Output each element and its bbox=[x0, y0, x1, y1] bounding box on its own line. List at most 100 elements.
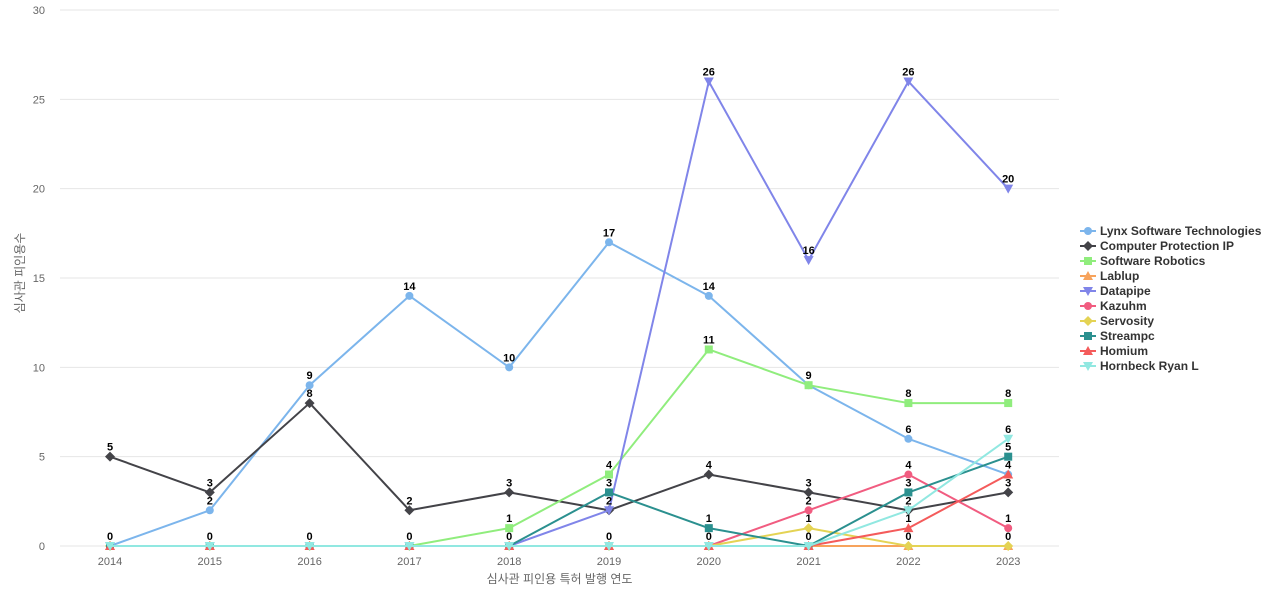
data-point bbox=[803, 523, 814, 534]
legend-label: Software Robotics bbox=[1100, 254, 1206, 268]
data-point bbox=[1004, 452, 1013, 461]
data-point bbox=[904, 434, 913, 443]
x-tick-label: 2021 bbox=[796, 556, 820, 568]
data-point bbox=[904, 470, 913, 479]
y-tick-label: 25 bbox=[33, 94, 45, 106]
data-point bbox=[605, 238, 613, 247]
data-point bbox=[903, 77, 914, 87]
data-label: 0 bbox=[506, 531, 512, 543]
y-tick-label: 5 bbox=[39, 452, 45, 464]
data-label: 17 bbox=[603, 227, 615, 239]
legend-item[interactable]: Homium bbox=[1080, 344, 1148, 358]
series-datapipe bbox=[105, 77, 1014, 551]
data-label: 0 bbox=[806, 531, 812, 543]
data-point bbox=[803, 542, 814, 551]
data-label: 8 bbox=[1005, 388, 1011, 400]
legend-label: Computer Protection IP bbox=[1100, 239, 1234, 253]
data-label: 5 bbox=[107, 442, 113, 454]
data-label: 9 bbox=[806, 370, 812, 382]
data-label: 4 bbox=[1005, 460, 1012, 472]
legend-item[interactable]: Lablup bbox=[1080, 269, 1139, 283]
y-axis-title: 심사관 피인용수 bbox=[13, 233, 27, 314]
legend-marker bbox=[1083, 271, 1093, 280]
legend-item[interactable]: Streampc bbox=[1080, 329, 1155, 343]
data-point bbox=[404, 542, 415, 551]
data-label: 26 bbox=[703, 66, 715, 78]
data-label: 8 bbox=[905, 388, 911, 400]
legend-item[interactable]: Kazuhm bbox=[1080, 299, 1147, 313]
data-point bbox=[703, 469, 714, 480]
data-point bbox=[903, 506, 914, 516]
data-label: 0 bbox=[606, 531, 612, 543]
data-label: 4 bbox=[606, 460, 613, 472]
data-label: 11 bbox=[703, 334, 715, 346]
data-label: 3 bbox=[606, 477, 612, 489]
legend-label: Hornbeck Ryan L bbox=[1100, 359, 1199, 373]
legend-label: Homium bbox=[1100, 344, 1148, 358]
data-label: 0 bbox=[905, 531, 911, 543]
data-point bbox=[604, 506, 614, 516]
x-tick-label: 2019 bbox=[597, 556, 621, 568]
legend-item[interactable]: Datapipe bbox=[1080, 284, 1151, 298]
data-label: 2 bbox=[606, 495, 612, 507]
data-label: 14 bbox=[403, 281, 416, 293]
legend-item[interactable]: Servosity bbox=[1080, 314, 1154, 328]
data-point bbox=[305, 381, 314, 390]
data-point bbox=[903, 523, 914, 533]
legend-label: Streampc bbox=[1100, 329, 1155, 343]
series-line bbox=[110, 437, 1009, 547]
data-point bbox=[803, 487, 814, 498]
data-point bbox=[505, 524, 514, 533]
data-point bbox=[903, 541, 914, 551]
legend-marker bbox=[1084, 227, 1092, 235]
x-tick-label: 2023 bbox=[996, 556, 1020, 568]
legend-label: Kazuhm bbox=[1100, 299, 1147, 313]
grid-lines bbox=[60, 9, 1059, 547]
legend-marker bbox=[1083, 241, 1093, 251]
data-point bbox=[804, 506, 813, 515]
legend-item[interactable]: Computer Protection IP bbox=[1080, 239, 1234, 253]
data-point bbox=[1004, 399, 1013, 408]
data-label: 3 bbox=[506, 477, 512, 489]
x-tick-label: 2015 bbox=[198, 556, 222, 568]
legend-marker bbox=[1084, 302, 1092, 310]
data-label: 0 bbox=[307, 531, 313, 543]
data-point bbox=[504, 487, 515, 498]
data-label: 16 bbox=[802, 245, 814, 257]
data-point bbox=[504, 542, 515, 551]
series-line bbox=[110, 527, 1009, 547]
data-label: 0 bbox=[107, 531, 113, 543]
legend-item[interactable]: Hornbeck Ryan L bbox=[1080, 359, 1199, 373]
legend-marker bbox=[1084, 257, 1092, 265]
data-point bbox=[1003, 469, 1014, 479]
legend-marker bbox=[1084, 332, 1092, 340]
data-label: 1 bbox=[506, 513, 512, 525]
legend-item[interactable]: Lynx Software Technologies bbox=[1080, 224, 1262, 238]
data-label: 26 bbox=[902, 66, 914, 78]
data-label: 3 bbox=[207, 477, 213, 489]
legend-item[interactable]: Software Robotics bbox=[1080, 254, 1206, 268]
data-label: 3 bbox=[1005, 477, 1011, 489]
data-label: 1 bbox=[1005, 513, 1011, 525]
legend-label: Lynx Software Technologies bbox=[1100, 224, 1262, 238]
x-tick-label: 2014 bbox=[98, 556, 122, 568]
data-label: 2 bbox=[207, 495, 213, 507]
data-point bbox=[304, 542, 315, 551]
data-label: 2 bbox=[905, 495, 911, 507]
data-point bbox=[804, 381, 813, 390]
data-point bbox=[703, 542, 714, 551]
data-point bbox=[704, 345, 713, 354]
data-point bbox=[605, 488, 613, 497]
legend-label: Datapipe bbox=[1100, 284, 1151, 298]
y-tick-label: 20 bbox=[33, 184, 45, 196]
data-point bbox=[704, 291, 713, 300]
data-label: 0 bbox=[207, 531, 213, 543]
data-point bbox=[1004, 524, 1013, 533]
x-tick-label: 2018 bbox=[497, 556, 521, 568]
data-label: 1 bbox=[806, 513, 812, 525]
legend-label: Lablup bbox=[1100, 269, 1139, 283]
data-point bbox=[205, 506, 214, 515]
x-axis-title: 심사관 피인용 특허 발행 연도 bbox=[487, 571, 633, 586]
y-tick-label: 10 bbox=[33, 362, 45, 374]
